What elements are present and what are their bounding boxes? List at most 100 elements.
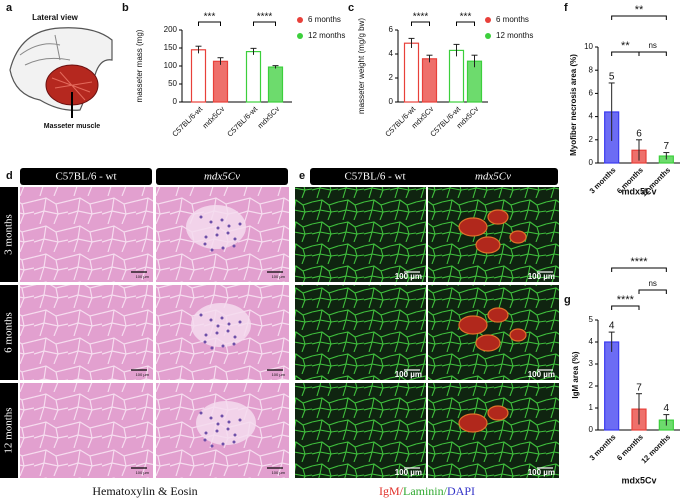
y-tick-label: 3 xyxy=(589,359,594,368)
nucleus xyxy=(216,226,220,230)
micrograph xyxy=(20,383,153,478)
legend-marker xyxy=(485,33,491,39)
nucleus xyxy=(221,442,225,446)
x-tick-label: 3 months xyxy=(588,165,618,195)
lesion xyxy=(196,401,256,445)
n-label: 5 xyxy=(609,72,615,83)
micrograph xyxy=(20,187,153,282)
panel-letter: g xyxy=(564,294,571,306)
igm-fiber xyxy=(487,405,509,421)
significance-label: ** xyxy=(621,40,630,52)
significance-label: **** xyxy=(630,256,648,268)
legend-marker xyxy=(485,17,491,23)
nucleus xyxy=(209,318,213,322)
significance-bracket xyxy=(611,305,640,310)
scale-bar-label: 100 µm xyxy=(395,468,422,477)
nucleus xyxy=(215,331,219,335)
row-header-label: 6 months xyxy=(3,312,15,353)
caption-part: Laminin/ xyxy=(403,484,448,498)
igm-fiber xyxy=(487,209,509,225)
y-tick-label: 2 xyxy=(589,381,594,390)
significance-bracket xyxy=(611,267,667,272)
nucleus xyxy=(238,418,242,422)
nucleus xyxy=(203,242,207,246)
igm-fiber xyxy=(458,413,488,433)
y-tick-label: 0 xyxy=(589,158,594,167)
column-header-label: C57BL/6 - wt xyxy=(55,171,116,183)
x-tick-label: 12 months xyxy=(639,432,672,465)
y-tick-label: 6 xyxy=(389,25,394,34)
nucleus xyxy=(204,431,208,435)
x-tick-label: 3 months xyxy=(588,432,618,462)
nucleus xyxy=(199,215,203,219)
nucleus xyxy=(220,414,224,418)
significance-label: **** xyxy=(413,12,429,23)
panel-letter: b xyxy=(122,2,129,14)
nucleus xyxy=(203,438,207,442)
legend-marker xyxy=(297,33,303,39)
nucleus xyxy=(226,427,230,431)
y-tick-label: 1 xyxy=(589,403,594,412)
bar xyxy=(466,60,483,103)
igm-fiber xyxy=(475,236,501,254)
scale-bar-label: 100 µm xyxy=(136,372,150,377)
igm-fiber xyxy=(509,230,527,244)
nucleus xyxy=(215,429,219,433)
y-tick-label: 50 xyxy=(168,79,177,88)
n-label: 7 xyxy=(664,141,670,152)
y-axis-label: IgM area (%) xyxy=(571,351,580,398)
nucleus xyxy=(215,233,219,237)
row-header xyxy=(0,285,18,380)
nucleus xyxy=(216,422,220,426)
caption-e: IgM/Laminin/DAPI xyxy=(379,484,475,498)
significance-bracket xyxy=(638,289,667,294)
n-label: 4 xyxy=(609,321,615,332)
micrograph xyxy=(428,383,559,478)
igm-fiber xyxy=(458,217,488,237)
column-header xyxy=(156,168,288,185)
panel-letter: f xyxy=(564,2,568,14)
nucleus xyxy=(232,342,236,346)
y-axis-label: Myofiber necrosis area (%) xyxy=(569,54,578,156)
row-header-label: 12 months xyxy=(3,407,15,453)
nucleus xyxy=(221,344,225,348)
y-tick-label: 4 xyxy=(389,49,394,58)
bar xyxy=(267,66,284,103)
legend-label: 12 months xyxy=(496,31,533,40)
significance-label: ** xyxy=(635,4,644,16)
significance-bracket xyxy=(411,21,430,26)
significance-bracket xyxy=(456,21,475,26)
illustration-title: Lateral view xyxy=(32,13,79,22)
nucleus xyxy=(226,231,230,235)
significance-bracket xyxy=(253,21,276,26)
significance-label: **** xyxy=(257,12,273,23)
significance-bracket xyxy=(198,21,221,26)
nucleus xyxy=(227,224,231,228)
lesion xyxy=(186,205,246,249)
nucleus xyxy=(226,329,230,333)
legend-label: 12 months xyxy=(308,31,345,40)
nucleus xyxy=(210,248,214,252)
y-tick-label: 2 xyxy=(389,73,394,82)
significance-label: ns xyxy=(648,279,656,288)
scale-bar-label: 100 µm xyxy=(528,468,555,477)
nucleus xyxy=(204,235,208,239)
x-axis-label: mdx5Cv xyxy=(621,475,656,485)
y-tick-label: 6 xyxy=(589,89,594,98)
bar xyxy=(403,42,420,103)
n-label: 6 xyxy=(636,128,642,139)
nucleus xyxy=(227,322,231,326)
y-axis-label: masseter mass (mg) xyxy=(135,29,144,102)
nucleus xyxy=(238,222,242,226)
y-tick-label: 100 xyxy=(164,61,178,70)
panel-letter: d xyxy=(6,170,13,182)
x-axis-label: mdx5Cv xyxy=(621,186,656,196)
nucleus xyxy=(232,440,236,444)
scale-bar-label: 100 µm xyxy=(136,470,150,475)
nucleus xyxy=(204,333,208,337)
muscle-fibers xyxy=(51,71,93,101)
bar xyxy=(190,49,207,103)
micrograph xyxy=(20,285,153,380)
nucleus xyxy=(233,335,237,339)
nucleus xyxy=(232,244,236,248)
